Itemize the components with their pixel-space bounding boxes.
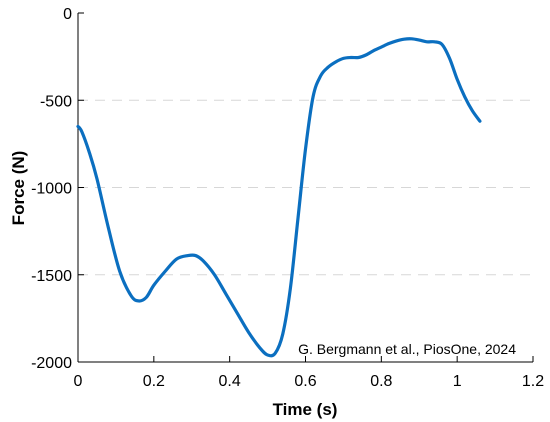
- y-tick-label: -1500: [31, 268, 72, 285]
- grid-layer: [78, 99, 533, 276]
- y-tick-label: -2000: [31, 355, 72, 372]
- y-axis-label: Force (N): [9, 151, 28, 226]
- force-series-line: [76, 37, 482, 358]
- x-tick-label: 0.2: [143, 373, 165, 390]
- x-tick-label: 0.8: [370, 373, 392, 390]
- series-layer: [76, 37, 482, 358]
- x-tick-label: 0: [74, 373, 83, 390]
- chart-annotation: G. Bergmann et al., PiosOne, 2024: [298, 341, 516, 357]
- x-axis-label: Time (s): [273, 400, 338, 419]
- x-tick-label: 0.4: [219, 373, 241, 390]
- tick-layer: 0 0.2 0.4 0.6 0.8 1 1.2 0 -500 -1000 -1500 -2000: [31, 6, 544, 390]
- y-tick-label: -500: [40, 93, 72, 110]
- y-tick-label: 0: [63, 6, 72, 23]
- x-tick-label: 0.6: [294, 373, 316, 390]
- x-tick-label: 1: [453, 373, 462, 390]
- x-tick-label: 1.2: [522, 373, 544, 390]
- y-tick-label: -1000: [31, 181, 72, 198]
- label-layer: Time (s) Force (N) G. Bergmann et al., P…: [9, 151, 516, 419]
